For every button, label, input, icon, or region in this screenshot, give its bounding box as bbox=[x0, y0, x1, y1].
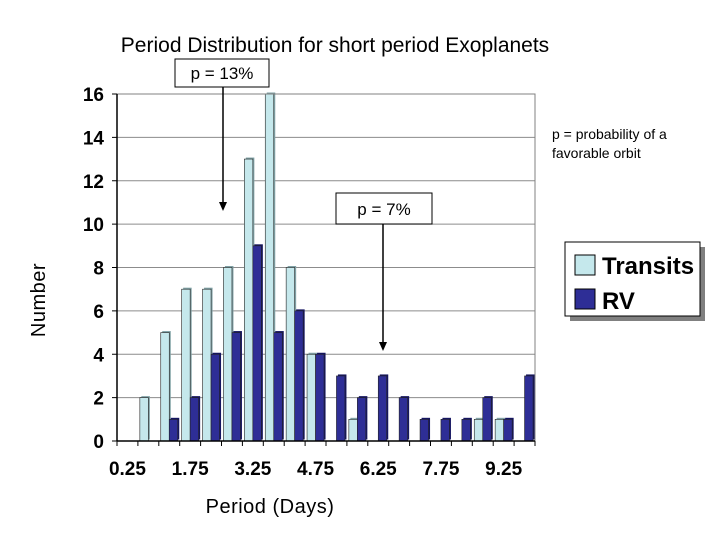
bar-transits bbox=[223, 267, 233, 442]
legend-label-rv: RV bbox=[602, 288, 635, 315]
legend-label-transits: Transits bbox=[602, 253, 694, 280]
bar-rv bbox=[524, 375, 534, 442]
y-tick-labels: 0 2 4 6 8 10 12 14 16 bbox=[83, 85, 117, 453]
annotation-p13-box bbox=[174, 58, 270, 88]
bar-transits bbox=[160, 332, 170, 442]
bar-transits bbox=[285, 267, 295, 442]
bar-rv bbox=[482, 397, 492, 442]
x-tick-label: 7.75 bbox=[422, 459, 459, 480]
bar-transits bbox=[306, 353, 316, 442]
bar-transits bbox=[244, 158, 254, 442]
note-line-2: favorable orbit bbox=[552, 145, 641, 161]
legend-swatch-transits bbox=[574, 254, 596, 276]
annotation-p7: p = 7% bbox=[357, 200, 410, 219]
bar-rv bbox=[336, 375, 346, 442]
y-tick-label: 0 bbox=[93, 432, 104, 453]
bar-rv bbox=[294, 310, 304, 442]
y-axis-label: Number bbox=[28, 263, 50, 337]
y-tick-label: 12 bbox=[83, 172, 104, 193]
bar-rv bbox=[273, 332, 283, 442]
annotation-p7-arrowhead bbox=[379, 342, 387, 351]
x-tick-labels: 0.25 1.75 3.25 4.75 6.25 7.75 9.25 bbox=[109, 441, 536, 480]
bar-rv bbox=[231, 332, 241, 442]
bar-rv bbox=[503, 419, 513, 442]
bar-rv bbox=[419, 419, 429, 442]
bar-rv bbox=[398, 397, 408, 442]
y-tick-label: 4 bbox=[93, 345, 104, 366]
bar-rv bbox=[315, 353, 325, 442]
x-tick-label: 3.25 bbox=[234, 459, 271, 480]
bar-transits bbox=[202, 288, 212, 442]
bars bbox=[139, 92, 535, 442]
legend-swatch-rv bbox=[574, 288, 596, 310]
y-tick-label: 16 bbox=[83, 85, 104, 106]
bar-rv bbox=[168, 419, 179, 442]
y-tick-label: 8 bbox=[93, 259, 104, 280]
bar-transits bbox=[181, 288, 191, 442]
x-tick-label: 1.75 bbox=[172, 459, 209, 480]
y-tick-label: 6 bbox=[93, 302, 104, 323]
bar-transits bbox=[264, 93, 275, 442]
bar-rv bbox=[252, 245, 262, 442]
y-tick-label: 2 bbox=[93, 389, 104, 410]
chart-title: Period Distribution for short period Exo… bbox=[121, 34, 549, 57]
bar-transits bbox=[494, 419, 504, 442]
x-tick-label: 9.25 bbox=[485, 459, 522, 480]
annotation-p13-arrowhead bbox=[219, 202, 227, 211]
y-tick-label: 14 bbox=[83, 128, 105, 149]
bar-transits bbox=[348, 419, 358, 442]
grid bbox=[117, 93, 535, 399]
bar-rv bbox=[357, 397, 367, 442]
x-tick-label: 4.75 bbox=[297, 459, 334, 480]
bar-transits bbox=[473, 419, 484, 442]
annotation-p13: p = 13% bbox=[191, 64, 254, 83]
note-line-1: p = probability of a bbox=[552, 126, 667, 142]
bar-rv bbox=[377, 375, 388, 442]
annotation-p7-box bbox=[335, 192, 433, 225]
y-tick-label: 10 bbox=[83, 215, 104, 236]
x-tick-label: 6.25 bbox=[360, 459, 397, 480]
bar-rv bbox=[461, 419, 471, 442]
x-tick-label: 0.25 bbox=[109, 459, 146, 480]
bar-transits bbox=[139, 397, 149, 442]
bar-rv bbox=[189, 397, 199, 442]
bar-rv bbox=[210, 353, 220, 442]
bar-rv bbox=[440, 419, 450, 442]
x-axis-label: Period (Days) bbox=[206, 496, 335, 518]
